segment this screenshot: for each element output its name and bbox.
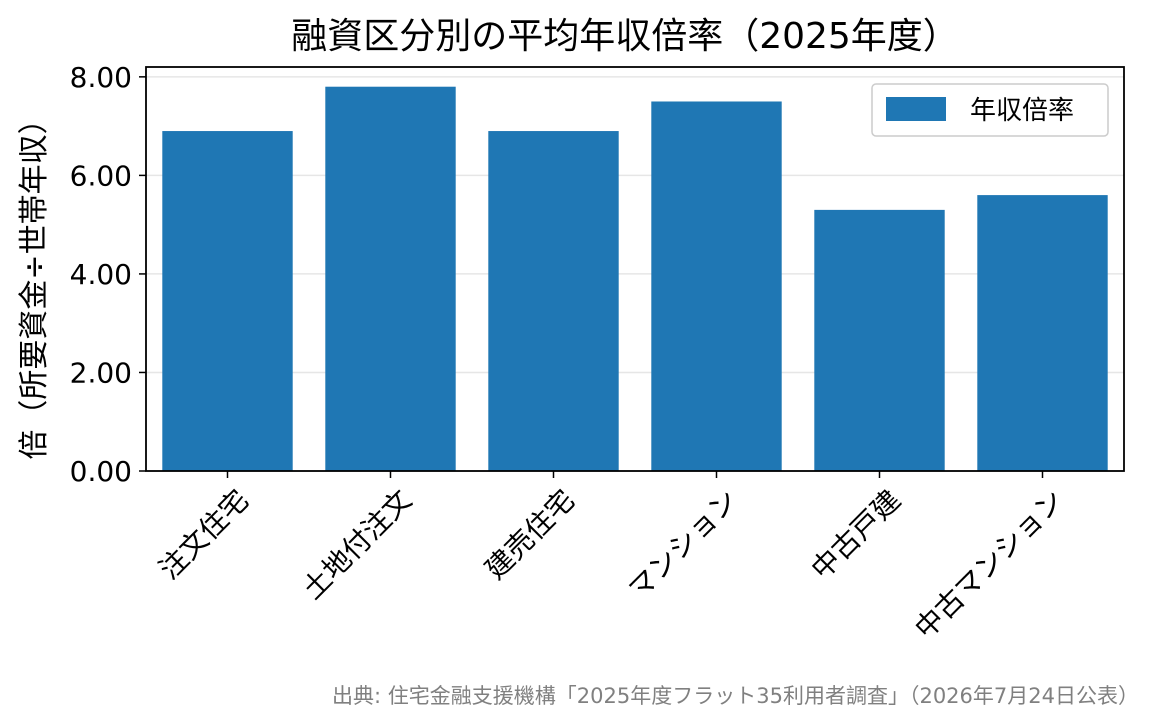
y-tick-label: 2.00 [70, 356, 132, 389]
legend-swatch [886, 97, 946, 121]
legend-label: 年収倍率 [970, 96, 1074, 126]
axes [145, 66, 1125, 472]
bar [977, 195, 1108, 471]
y-tick-label: 0.00 [70, 455, 132, 488]
y-axis-label: 倍（所要資金÷世帯年収） [17, 104, 52, 459]
bar [162, 131, 293, 472]
chart-title: 融資区分別の平均年収倍率（2025年度） [291, 16, 959, 57]
bars [162, 86, 1108, 472]
y-tick-label: 8.00 [70, 61, 132, 94]
bar [651, 101, 782, 472]
bar [325, 86, 456, 472]
y-ticks: 0.00 2.00 4.00 6.00 8.00 [70, 61, 146, 488]
legend: 年収倍率 [871, 83, 1109, 137]
y-tick-label: 4.00 [70, 258, 132, 291]
source-note: 出典: 住宅金融支援機構「2025年度フラット35利用者調査」（2026年7月2… [332, 684, 1139, 708]
y-tick-label: 6.00 [70, 159, 132, 192]
plot-frame [145, 66, 1125, 472]
bar [814, 209, 945, 471]
bar [488, 131, 619, 472]
